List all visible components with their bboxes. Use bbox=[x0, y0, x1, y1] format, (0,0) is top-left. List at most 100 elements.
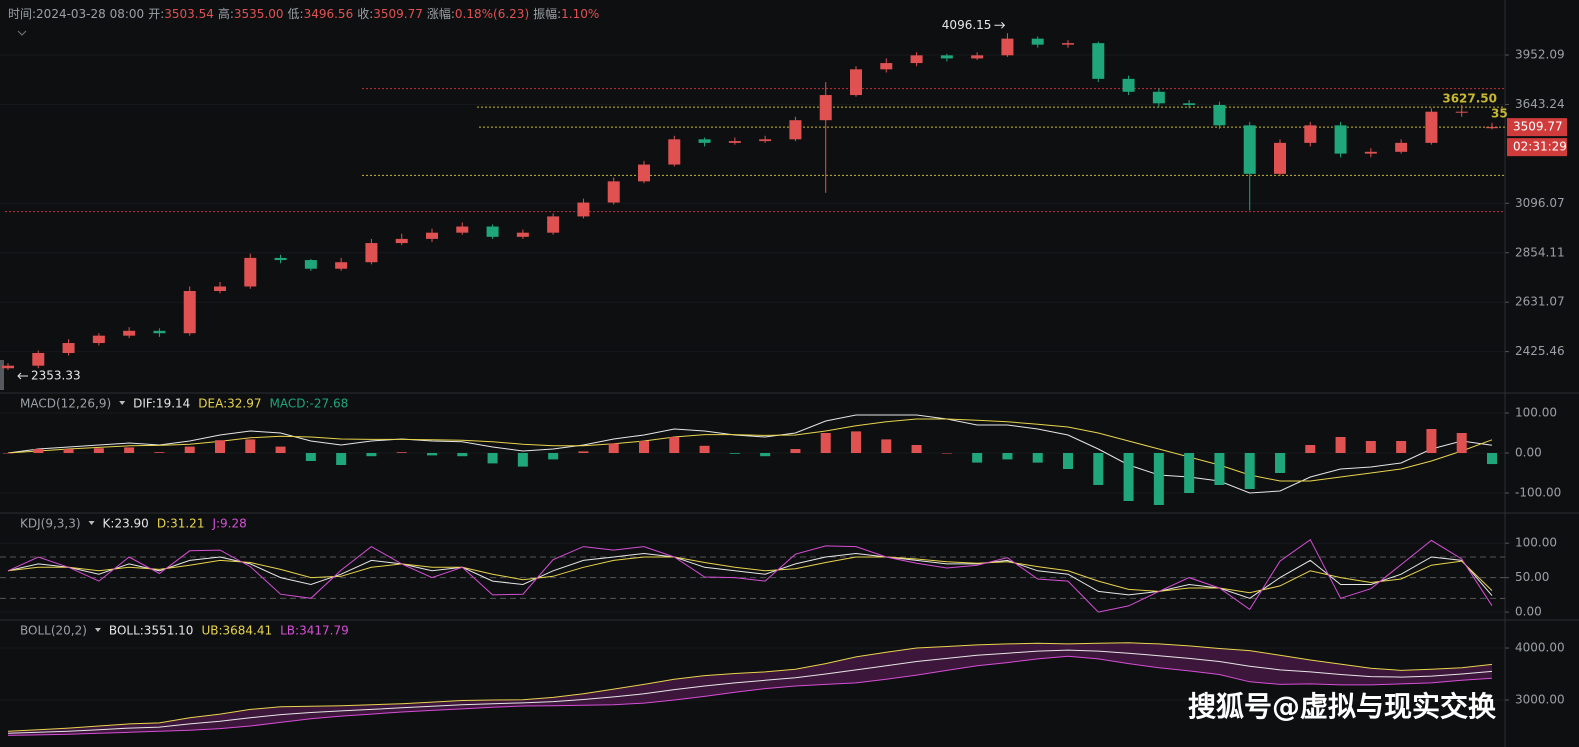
histogram-bar bbox=[1093, 453, 1104, 485]
dropdown-icon bbox=[88, 521, 95, 525]
indicator-line bbox=[7, 649, 1493, 734]
histogram-bar bbox=[517, 453, 528, 467]
y-tick-label: 100.00 bbox=[1515, 406, 1557, 420]
indicator-line bbox=[7, 414, 1493, 494]
side-handle[interactable] bbox=[0, 360, 4, 390]
histogram-bar bbox=[1487, 453, 1497, 465]
histogram-bar bbox=[1002, 453, 1013, 460]
candle-body bbox=[1486, 127, 1498, 129]
legend-entry: D:31.21 bbox=[157, 517, 205, 531]
y-tick-label: 2854.11 bbox=[1515, 245, 1565, 259]
legend-entry: LB:3417.79 bbox=[280, 624, 349, 638]
histogram-bar bbox=[851, 431, 861, 453]
histogram-bar bbox=[366, 453, 377, 457]
candle-body bbox=[638, 164, 650, 182]
y-tick-label: 3000.00 bbox=[1515, 693, 1565, 707]
y-tick-label: -100.00 bbox=[1515, 486, 1561, 500]
band-fill bbox=[8, 642, 1492, 736]
histogram-bar bbox=[820, 433, 831, 453]
candle-body bbox=[1304, 125, 1317, 143]
countdown-label: 02:31:29 bbox=[1513, 140, 1567, 154]
histogram-bar bbox=[669, 437, 680, 453]
price-tag-label: 3509.77 bbox=[1513, 120, 1563, 134]
legend-entry: DEA:32.97 bbox=[198, 397, 261, 411]
histogram-bar bbox=[1305, 445, 1316, 453]
histogram-bar bbox=[760, 453, 771, 457]
candle-body bbox=[1334, 125, 1347, 154]
candle-body bbox=[274, 257, 287, 261]
header-value: 3503.54 bbox=[164, 7, 214, 21]
y-tick-label: 2425.46 bbox=[1515, 344, 1565, 358]
histogram-bar bbox=[1214, 453, 1225, 485]
histogram-bar bbox=[124, 447, 135, 453]
candle-body bbox=[365, 243, 378, 263]
histogram-bar bbox=[941, 453, 952, 454]
candle-body bbox=[1243, 125, 1256, 174]
y-tick-label: 0.00 bbox=[1515, 605, 1542, 619]
y-tick-label: 2631.07 bbox=[1515, 295, 1565, 309]
histogram-bar bbox=[1275, 453, 1285, 473]
histogram-bar bbox=[1063, 453, 1073, 469]
candle-body bbox=[759, 139, 772, 142]
indicator-line bbox=[7, 552, 1493, 599]
candle-body bbox=[668, 139, 681, 165]
countdown-tag bbox=[1507, 138, 1567, 157]
panel-title: KDJ(9,3,3) bbox=[20, 517, 81, 531]
clipped-label: 35 bbox=[1491, 107, 1508, 121]
header: 时间:2024-03-28 08:00 开:3503.54 高:3535.00 低:3… bbox=[8, 6, 599, 21]
candle-body bbox=[62, 343, 75, 353]
panel-title: BOLL(20,2) bbox=[20, 624, 87, 638]
legend-entry: J:9.28 bbox=[211, 517, 246, 531]
candle-body bbox=[183, 290, 196, 334]
histogram-bar bbox=[63, 449, 74, 453]
candle-body bbox=[1062, 43, 1074, 45]
histogram-bar bbox=[93, 448, 104, 453]
histogram-bar bbox=[1365, 441, 1376, 453]
legend-entry: BOLL:3551.10 bbox=[109, 624, 194, 638]
candle-body bbox=[1031, 38, 1044, 45]
candle-body bbox=[910, 55, 923, 64]
y-tick-label: 4000.00 bbox=[1515, 641, 1565, 655]
candle-body bbox=[698, 139, 711, 143]
high-annotation: 4096.15 bbox=[942, 18, 992, 32]
candle-body bbox=[92, 335, 105, 344]
candle-body bbox=[1122, 78, 1135, 92]
header-value: 2024-03-28 08:00 bbox=[36, 7, 144, 21]
histogram-bar bbox=[215, 440, 225, 453]
y-tick-label: 0.00 bbox=[1515, 446, 1542, 460]
indicator-line bbox=[7, 655, 1493, 736]
collapse-icon[interactable] bbox=[17, 30, 27, 36]
histogram-bar bbox=[487, 453, 498, 464]
candle-body bbox=[426, 232, 438, 239]
histogram-bar bbox=[548, 453, 559, 460]
header-value: 3509.77 bbox=[373, 7, 423, 21]
header-label: 低: bbox=[288, 7, 304, 21]
histogram-bar bbox=[1426, 429, 1437, 453]
legend-entry: DIF:19.14 bbox=[133, 397, 190, 411]
candle-body bbox=[789, 120, 802, 140]
histogram-bar bbox=[1153, 453, 1164, 505]
y-tick-label: 50.00 bbox=[1515, 570, 1549, 584]
candle-body bbox=[1455, 111, 1468, 113]
header-label: 涨幅: bbox=[427, 6, 455, 21]
legend-entry: K:23.90 bbox=[103, 517, 149, 531]
histogram-bar bbox=[3, 453, 13, 454]
candle-body bbox=[486, 226, 499, 237]
histogram-bar bbox=[881, 439, 892, 453]
candle-body bbox=[819, 95, 832, 121]
candle-body bbox=[2, 365, 14, 369]
histogram-bar bbox=[1032, 453, 1043, 463]
header-label: 振幅: bbox=[533, 6, 561, 21]
histogram-bar bbox=[427, 453, 437, 456]
candle-body bbox=[971, 55, 984, 59]
watermark: 搜狐号@虚拟与现实交换 bbox=[1188, 690, 1497, 723]
histogram-bar bbox=[1396, 441, 1407, 453]
candle-body bbox=[547, 216, 560, 233]
histogram-bar bbox=[578, 451, 589, 453]
candle-body bbox=[32, 352, 45, 366]
price-tag bbox=[1507, 118, 1567, 137]
candle-body bbox=[1364, 151, 1377, 154]
candle-body bbox=[395, 238, 408, 244]
candle-body bbox=[1152, 91, 1165, 104]
